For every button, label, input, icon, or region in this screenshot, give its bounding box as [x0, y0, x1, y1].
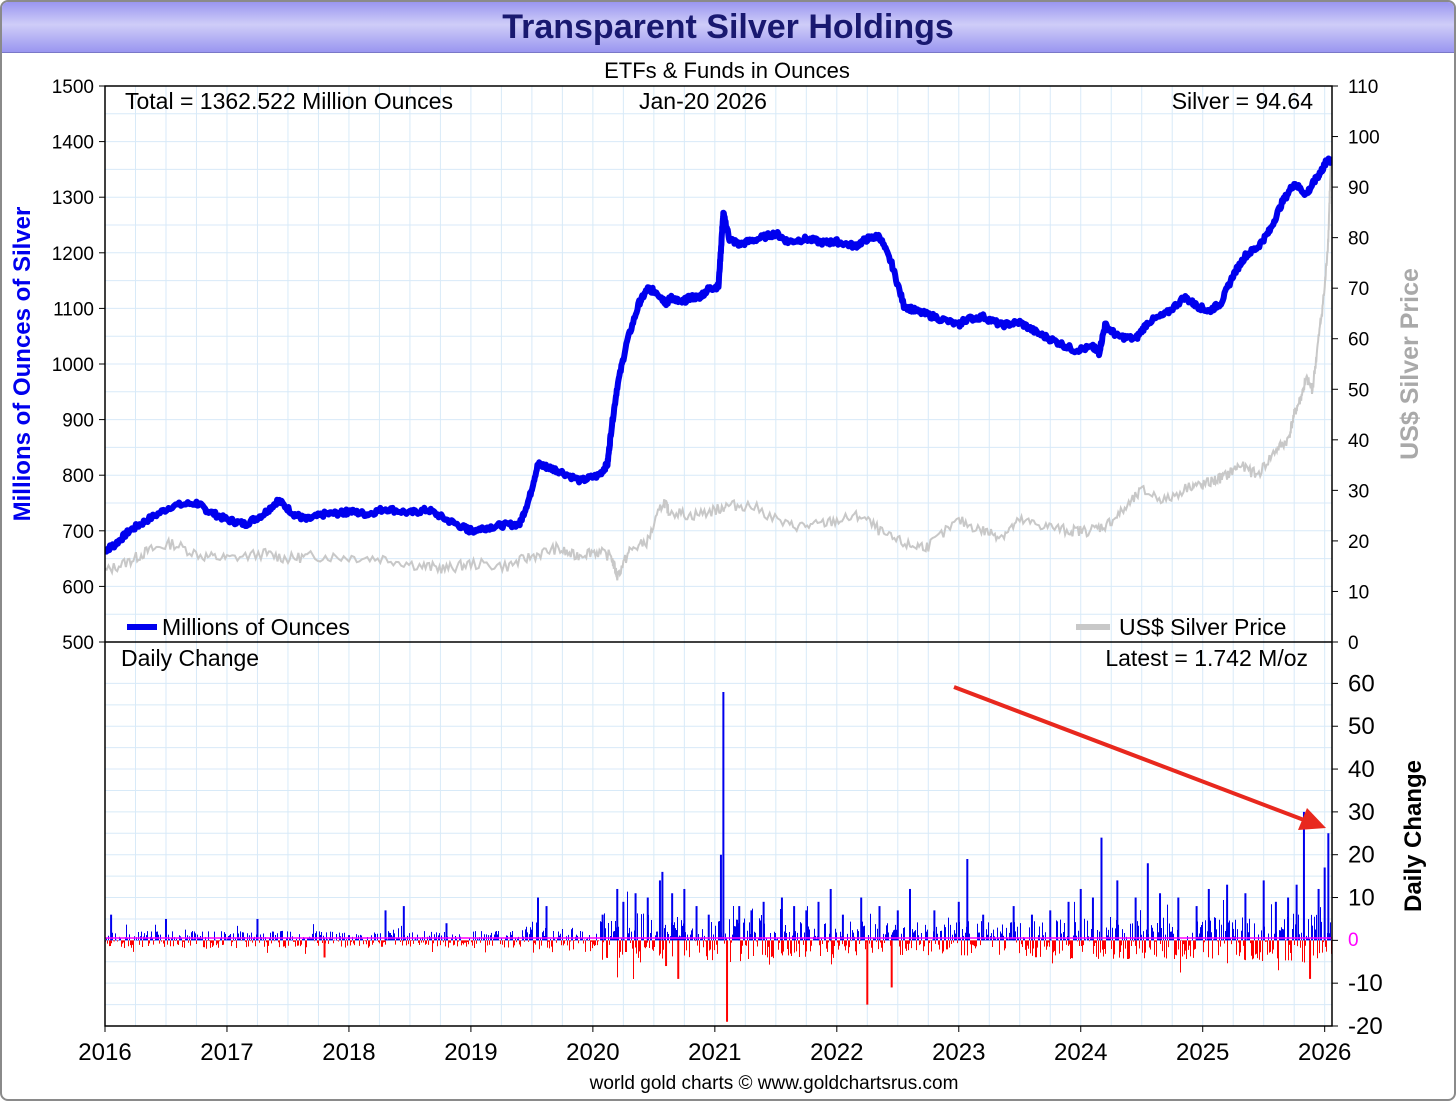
y-tick-label-price: 70 — [1348, 279, 1369, 300]
x-tick-label: 2024 — [1054, 1039, 1107, 1066]
y-tick-label-daily: 40 — [1348, 756, 1375, 783]
y-tick-label-price: 110 — [1348, 77, 1378, 98]
footer-credit: world gold charts © www.goldchartsrus.co… — [589, 1073, 959, 1094]
y-tick-label-holdings: 800 — [62, 466, 94, 487]
x-tick-label: 2021 — [688, 1039, 741, 1066]
x-tick-label: 2019 — [444, 1039, 497, 1066]
y-tick-label-holdings: 700 — [62, 522, 94, 543]
y-tick-label-daily: -10 — [1348, 970, 1383, 997]
y-tick-label-holdings: 1000 — [52, 355, 94, 376]
latest-label: Latest = 1.742 M/oz — [1105, 645, 1308, 671]
y-tick-label-holdings: 1300 — [52, 188, 94, 209]
y-tick-label-holdings: 1100 — [53, 299, 94, 320]
daily-change-title: Daily Change — [121, 645, 259, 671]
y-tick-label-price: 20 — [1348, 532, 1369, 553]
chart-subtitle: ETFs & Funds in Ounces — [604, 58, 850, 83]
x-tick-label: 2018 — [322, 1039, 375, 1066]
price-series-line — [105, 161, 1332, 581]
x-tick-label: 2022 — [810, 1039, 863, 1066]
y-tick-label-price: 0 — [1348, 633, 1359, 654]
y-axis-label-price: US$ Silver Price — [1396, 268, 1424, 460]
y-tick-label-daily: 60 — [1348, 670, 1375, 697]
x-tick-label: 2016 — [78, 1039, 131, 1066]
y-tick-label-daily: 50 — [1348, 713, 1375, 740]
x-tick-label: 2025 — [1176, 1039, 1229, 1066]
holdings-series-line — [105, 155, 1332, 555]
x-tick-label: 2017 — [200, 1039, 253, 1066]
x-tick-label: 2020 — [566, 1039, 619, 1066]
y-tick-label-holdings: 1200 — [52, 244, 94, 265]
legend-holdings-label: Millions of Ounces — [162, 614, 350, 640]
y-tick-label-daily: 20 — [1348, 842, 1375, 869]
y-tick-label-daily: 30 — [1348, 799, 1375, 826]
y-ticks-holdings: 1500 1400 1300 1200 1100 1000 900 800 700 600 500 — [52, 77, 105, 654]
x-tick-label: 2026 — [1298, 1039, 1351, 1066]
x-ticks: 2016 2017 2018 2019 2020 2021 2022 2023 2024 2025… — [78, 1026, 1351, 1066]
y-tick-label-price: 50 — [1348, 380, 1369, 401]
y-ticks-daily: 60 50 40 30 20 10 -10 -20 — [1332, 670, 1383, 1040]
y-axis-label-daily: Daily Change — [1400, 760, 1427, 912]
chart-title: Transparent Silver Holdings — [502, 8, 954, 46]
y-tick-label-price: 90 — [1348, 178, 1369, 199]
bottom-plot-area — [105, 642, 1332, 1026]
y-tick-label-price: 30 — [1348, 481, 1369, 502]
date-label: Jan-20 2026 — [639, 88, 767, 114]
y-tick-label-holdings: 1400 — [52, 133, 94, 154]
x-tick-label: 2023 — [932, 1039, 985, 1066]
y-tick-label-price: 40 — [1348, 431, 1369, 452]
y-tick-label-holdings: 1500 — [52, 77, 94, 98]
annotation-arrow — [953, 685, 1326, 830]
legend-price-label: US$ Silver Price — [1119, 614, 1286, 640]
y-tick-label-price: 10 — [1348, 582, 1369, 603]
silver-price-label: Silver = 94.64 — [1172, 88, 1313, 114]
y-tick-daily-zero: 0 — [1348, 930, 1359, 951]
daily-change-bars — [105, 691, 1332, 1022]
y-tick-label-holdings: 900 — [62, 411, 94, 432]
y-tick-label-price: 100 — [1348, 128, 1380, 149]
y-tick-label-price: 60 — [1348, 330, 1369, 351]
y-tick-label-daily: 10 — [1348, 885, 1375, 912]
y-tick-label-holdings: 600 — [62, 577, 94, 598]
total-label: Total = 1362.522 Million Ounces — [125, 88, 453, 114]
title-bar: Transparent Silver Holdings — [2, 2, 1454, 53]
plot-border — [104, 85, 1333, 1027]
y-axis-label-holdings: Millions of Ounces of Silver — [9, 207, 36, 522]
y-tick-label-daily: -20 — [1348, 1013, 1383, 1040]
y-tick-label-holdings: 500 — [62, 633, 94, 654]
y-tick-label-price: 80 — [1348, 229, 1369, 250]
